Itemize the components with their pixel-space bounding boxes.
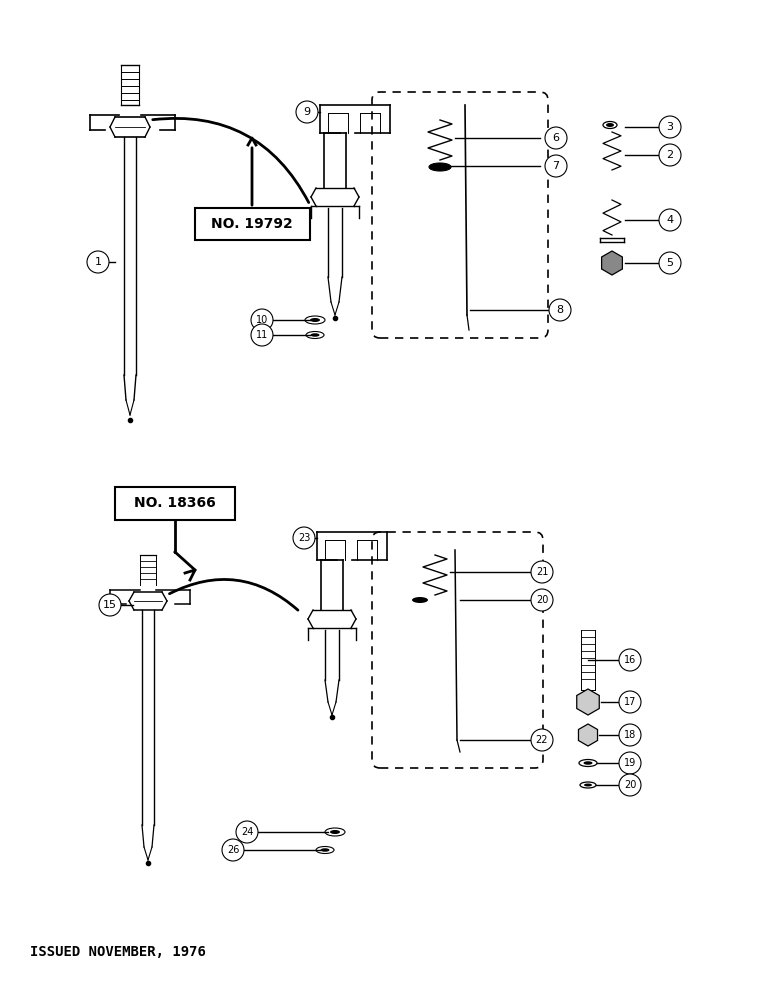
Circle shape	[531, 589, 553, 611]
Circle shape	[619, 774, 641, 796]
Circle shape	[619, 649, 641, 671]
Circle shape	[236, 821, 258, 843]
Ellipse shape	[584, 784, 592, 786]
Circle shape	[659, 252, 681, 274]
Text: 9: 9	[303, 107, 310, 117]
Text: 10: 10	[256, 315, 268, 325]
Text: NO. 19792: NO. 19792	[211, 217, 293, 231]
Circle shape	[545, 127, 567, 149]
Ellipse shape	[584, 761, 592, 765]
Circle shape	[99, 594, 121, 616]
Text: 16: 16	[624, 655, 636, 665]
Text: 17: 17	[624, 697, 636, 707]
Text: 3: 3	[666, 122, 673, 132]
Circle shape	[659, 209, 681, 231]
Ellipse shape	[412, 597, 428, 603]
Text: 24: 24	[241, 827, 253, 837]
Ellipse shape	[310, 318, 320, 322]
Ellipse shape	[429, 163, 451, 171]
Circle shape	[296, 101, 318, 123]
Circle shape	[659, 116, 681, 138]
Text: 1: 1	[94, 257, 101, 267]
Circle shape	[251, 309, 273, 331]
Ellipse shape	[606, 123, 614, 127]
Text: NO. 18366: NO. 18366	[134, 496, 216, 510]
Text: 5: 5	[666, 258, 673, 268]
Circle shape	[549, 299, 571, 321]
Ellipse shape	[310, 333, 320, 337]
Circle shape	[619, 752, 641, 774]
Text: 22: 22	[536, 735, 548, 745]
Text: 2: 2	[666, 150, 673, 160]
Ellipse shape	[330, 830, 340, 834]
FancyBboxPatch shape	[115, 487, 235, 520]
Text: 20: 20	[536, 595, 548, 605]
Circle shape	[222, 839, 244, 861]
Circle shape	[531, 561, 553, 583]
Text: 6: 6	[553, 133, 560, 143]
Circle shape	[619, 691, 641, 713]
Circle shape	[531, 729, 553, 751]
Text: 19: 19	[624, 758, 636, 768]
Text: 7: 7	[553, 161, 560, 171]
Text: 21: 21	[536, 567, 548, 577]
Circle shape	[251, 324, 273, 346]
Text: 26: 26	[227, 845, 239, 855]
Circle shape	[87, 251, 109, 273]
Text: 23: 23	[298, 533, 310, 543]
Text: 15: 15	[103, 600, 117, 610]
Text: 18: 18	[624, 730, 636, 740]
Circle shape	[619, 724, 641, 746]
Ellipse shape	[320, 848, 330, 852]
Text: ISSUED NOVEMBER, 1976: ISSUED NOVEMBER, 1976	[30, 945, 206, 959]
Circle shape	[293, 527, 315, 549]
Circle shape	[545, 155, 567, 177]
Text: 8: 8	[557, 305, 564, 315]
FancyBboxPatch shape	[195, 208, 310, 240]
Text: 11: 11	[256, 330, 268, 340]
Circle shape	[659, 144, 681, 166]
Text: 20: 20	[624, 780, 636, 790]
Text: 4: 4	[666, 215, 673, 225]
